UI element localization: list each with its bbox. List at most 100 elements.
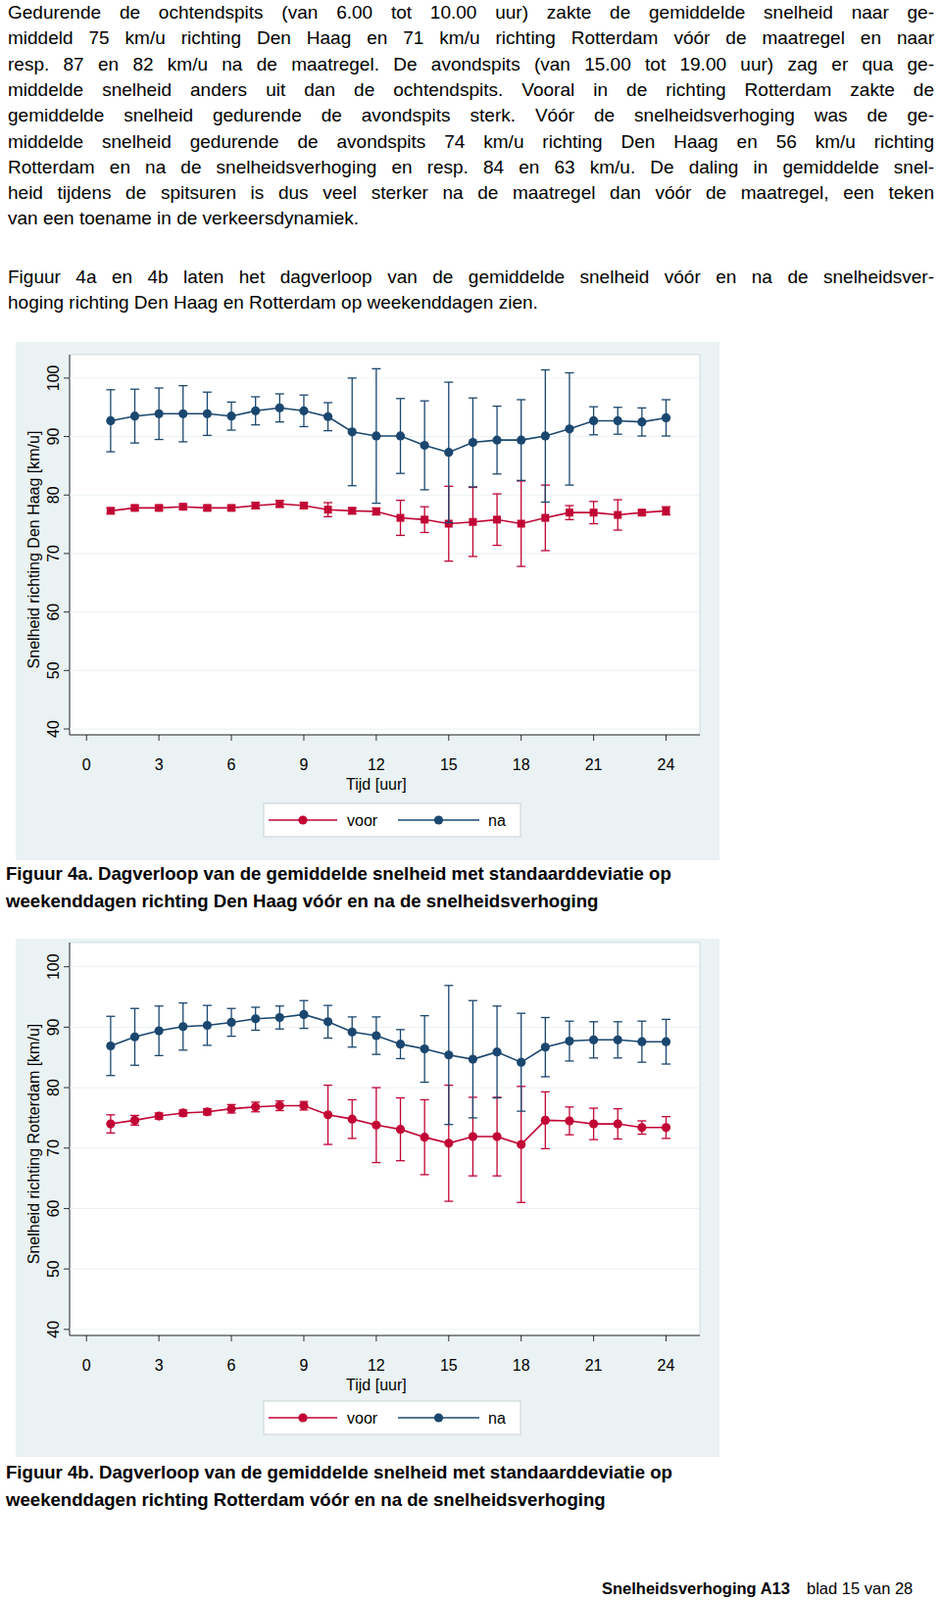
data-point <box>468 518 477 527</box>
grid-line <box>69 670 700 672</box>
x-tick-label: 15 <box>440 756 458 774</box>
error-bar <box>371 1017 381 1055</box>
data-point <box>250 1014 260 1024</box>
data-point <box>154 1026 164 1036</box>
error-bar-cap <box>613 434 623 436</box>
data-layer <box>105 986 671 1203</box>
error-bar-cap <box>275 1005 285 1007</box>
y-tick <box>63 1329 70 1331</box>
error-bar-cap <box>396 473 405 475</box>
error-bar <box>298 395 308 427</box>
error-bar-cap <box>420 1174 430 1176</box>
data-point <box>179 502 188 511</box>
error-bar <box>396 1030 405 1060</box>
error-bar <box>275 394 285 423</box>
error-bar <box>589 1108 598 1140</box>
error-bar-cap <box>564 504 574 506</box>
x-axis <box>69 1336 700 1338</box>
error-bar-cap <box>637 1120 646 1122</box>
data-point <box>226 1104 236 1114</box>
data-point <box>130 411 140 421</box>
error-bar <box>420 1099 430 1175</box>
grid-line <box>69 1027 700 1029</box>
error-bar-cap <box>420 1082 430 1084</box>
error-bar-cap <box>250 1006 260 1008</box>
x-tick <box>665 1336 667 1342</box>
error-bar-cap <box>347 1138 357 1140</box>
error-bar-cap <box>661 1019 671 1021</box>
data-point <box>420 441 430 450</box>
error-bar <box>371 368 381 503</box>
error-bar <box>661 1117 671 1140</box>
chart-background <box>15 939 720 1458</box>
error-bar-cap <box>661 398 671 400</box>
data-point <box>106 506 115 515</box>
error-bar <box>323 1086 333 1145</box>
error-bar-cap <box>178 1049 188 1051</box>
x-tick <box>302 1336 304 1342</box>
error-bar-cap <box>298 395 308 397</box>
x-tick <box>520 1336 522 1342</box>
grid-line <box>69 1147 700 1149</box>
error-bar-cap <box>347 377 357 379</box>
data-point <box>178 1108 188 1118</box>
error-bar <box>202 1005 212 1046</box>
footer-page: blad 15 van 28 <box>806 1579 913 1599</box>
data-point <box>347 506 356 515</box>
error-bar <box>493 494 502 546</box>
error-bar-cap <box>347 1046 357 1048</box>
y-tick-label: 90 <box>45 1018 62 1037</box>
error-bar-cap <box>250 1030 260 1032</box>
x-tick <box>520 735 522 742</box>
error-bar-cap <box>516 1013 526 1015</box>
y-tick <box>63 1269 70 1271</box>
data-point <box>541 514 549 523</box>
error-bar <box>541 1017 550 1077</box>
data-point <box>251 501 260 510</box>
y-tick-label: 100 <box>45 953 62 981</box>
error-bar-cap <box>130 442 140 444</box>
error-bar-cap <box>396 1160 405 1162</box>
error-bar-cap <box>371 1087 381 1089</box>
error-bar-cap <box>613 529 623 531</box>
data-point <box>661 1123 671 1133</box>
y-tick-label: 70 <box>45 544 62 563</box>
error-bar-cap <box>227 429 237 431</box>
error-bar <box>323 1005 333 1039</box>
data-point <box>202 503 211 512</box>
error-bar <box>637 1021 646 1063</box>
error-bar <box>468 1000 478 1119</box>
data-point <box>420 1133 430 1142</box>
error-bar-cap <box>613 498 623 500</box>
error-bar-cap <box>493 1175 502 1177</box>
error-bar-cap <box>541 369 550 371</box>
data-point <box>492 1132 501 1141</box>
error-bar-cap <box>541 549 550 551</box>
error-bar <box>564 1021 574 1062</box>
error-bar-cap <box>468 397 478 399</box>
x-tick-label: 15 <box>440 1357 458 1375</box>
legend-box <box>263 1401 521 1436</box>
data-point <box>226 1018 236 1028</box>
error-bar-cap <box>323 1005 333 1007</box>
data-point <box>178 409 188 419</box>
data-point <box>589 1036 598 1045</box>
legend-label: na <box>488 1410 506 1428</box>
error-bar-cap <box>541 1091 550 1093</box>
error-bar-cap <box>493 493 502 495</box>
data-point <box>589 416 598 426</box>
error-bar-cap <box>154 387 164 389</box>
error-bar-cap <box>250 396 260 397</box>
error-bar-cap <box>323 430 333 432</box>
x-tick-label: 6 <box>227 1357 237 1375</box>
data-point <box>131 503 140 512</box>
data-point <box>347 1115 357 1125</box>
error-bar-cap <box>589 1107 598 1109</box>
data-point <box>637 1038 646 1047</box>
error-bar-cap <box>396 1097 405 1099</box>
x-tick-label: 24 <box>657 1357 676 1375</box>
data-point <box>420 1044 430 1054</box>
error-bar-cap <box>323 401 333 403</box>
y-tick-label: 50 <box>45 661 62 680</box>
data-point <box>662 506 671 515</box>
